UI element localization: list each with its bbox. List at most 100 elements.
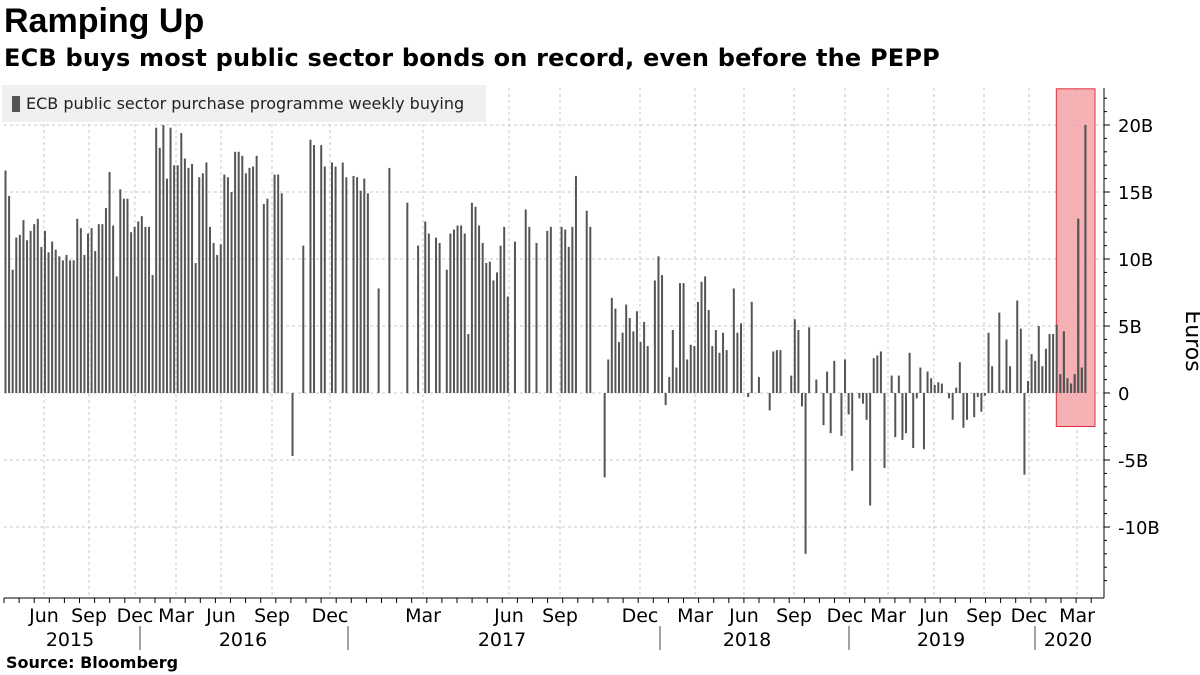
- bar: [388, 167, 391, 393]
- bar: [628, 317, 631, 393]
- bar: [513, 241, 516, 393]
- bar: [757, 376, 760, 393]
- bar: [36, 218, 39, 393]
- bar: [503, 226, 506, 393]
- bar: [452, 229, 455, 393]
- bar: [883, 393, 886, 469]
- bar: [18, 234, 21, 393]
- x-month-label: Jun: [918, 605, 949, 627]
- bar: [747, 393, 750, 398]
- bar: [277, 174, 280, 393]
- bar: [675, 367, 678, 393]
- bar: [463, 233, 466, 393]
- bar: [955, 387, 958, 393]
- bar: [427, 233, 430, 393]
- bar: [79, 228, 82, 393]
- bar: [313, 145, 316, 393]
- bar: [948, 393, 951, 399]
- x-month-label: Sep: [966, 605, 1002, 627]
- bar: [646, 346, 649, 393]
- bar: [919, 367, 922, 393]
- bar: [219, 244, 222, 393]
- bar: [1070, 383, 1073, 393]
- bar: [506, 296, 509, 393]
- bar: [226, 177, 229, 393]
- bar: [76, 218, 79, 393]
- bar: [363, 178, 366, 393]
- bar: [571, 226, 574, 393]
- bar: [725, 350, 728, 393]
- bar: [1009, 366, 1012, 393]
- bar: [1062, 331, 1065, 393]
- bar: [112, 225, 115, 393]
- x-month-label: Dec: [1011, 605, 1048, 627]
- bar: [108, 171, 111, 393]
- bar: [1037, 326, 1040, 393]
- bar: [356, 177, 359, 393]
- highlight-box: [1055, 88, 1096, 427]
- bar: [169, 127, 172, 394]
- y-tick-label: 5B: [1118, 317, 1142, 338]
- bar: [29, 230, 32, 393]
- bar: [320, 145, 323, 393]
- x-month-label: Mar: [677, 605, 713, 627]
- x-year-label: 2016: [219, 629, 267, 651]
- bar: [460, 225, 463, 393]
- bar: [869, 393, 872, 506]
- bar: [424, 221, 427, 393]
- bar: [610, 297, 613, 393]
- bar: [567, 246, 570, 393]
- bar: [223, 174, 226, 393]
- bar: [273, 174, 276, 393]
- bar: [768, 393, 771, 411]
- bar: [330, 162, 333, 393]
- bar: [140, 216, 143, 393]
- bar: [775, 350, 778, 393]
- bar: [115, 276, 118, 393]
- bar: [711, 346, 714, 393]
- bar: [790, 375, 793, 393]
- grid-layer: [4, 88, 1104, 598]
- x-month-label: Jun: [493, 605, 524, 627]
- bar: [122, 198, 125, 393]
- bar: [639, 342, 642, 393]
- bar: [43, 230, 46, 393]
- bar: [104, 208, 107, 393]
- bar: [144, 226, 147, 393]
- bar: [151, 275, 154, 393]
- x-month-label: Dec: [622, 605, 659, 627]
- bar: [69, 260, 72, 393]
- bar: [280, 193, 283, 393]
- bar: [65, 254, 68, 393]
- bar: [915, 393, 918, 399]
- bar: [133, 226, 136, 393]
- bar: [822, 393, 825, 426]
- bar: [155, 127, 158, 394]
- bar: [700, 281, 703, 393]
- bar: [657, 256, 660, 393]
- chart-subtitle: ECB buys most public sector bonds on rec…: [4, 44, 940, 72]
- bar: [621, 332, 624, 393]
- bar: [1080, 367, 1083, 393]
- bar: [983, 393, 986, 396]
- bar: [345, 177, 348, 393]
- bar: [248, 167, 251, 393]
- bar: [176, 165, 179, 393]
- bar: [879, 351, 882, 393]
- bar: [808, 327, 811, 393]
- x-year-label: 2017: [478, 629, 526, 651]
- bar: [682, 283, 685, 393]
- bar: [686, 359, 689, 393]
- bar: [1066, 378, 1069, 393]
- bar: [183, 158, 186, 393]
- bar: [901, 393, 904, 440]
- bar: [664, 393, 667, 406]
- x-month-label: Mar: [870, 605, 906, 627]
- bar: [187, 167, 190, 393]
- bar: [732, 288, 735, 393]
- bar: [40, 246, 43, 393]
- bar: [976, 393, 979, 398]
- bar: [83, 254, 86, 393]
